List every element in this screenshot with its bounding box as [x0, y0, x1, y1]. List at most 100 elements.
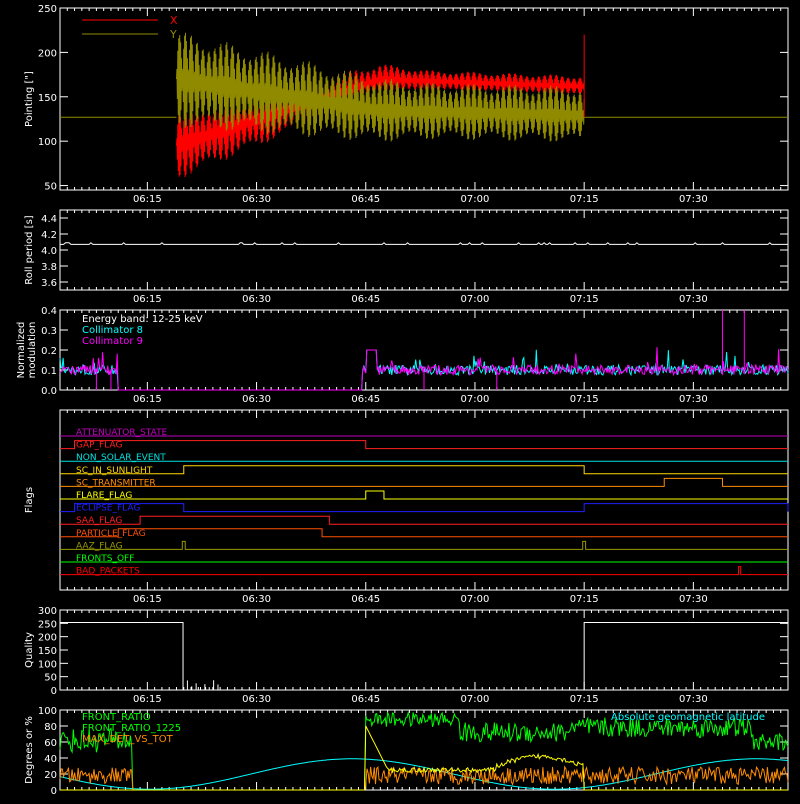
flag-label: FLARE_FLAG — [76, 491, 132, 501]
y-tick-label: 150 — [38, 646, 57, 657]
y-tick-label: 0 — [51, 686, 57, 697]
x-tick-label: 06:30 — [242, 594, 271, 605]
y-tick-label: 100 — [38, 706, 57, 717]
x-tick-label: 06:15 — [133, 694, 162, 705]
x-tick-label: 06:15 — [133, 294, 162, 305]
y-axis-label: Roll period [s] — [24, 215, 35, 284]
y-tick-label: 80 — [44, 722, 57, 733]
x-tick-label: 07:15 — [570, 694, 599, 705]
flag-line — [60, 503, 789, 513]
y-tick-label: 200 — [38, 48, 57, 59]
legend-label: Collimator 8 — [82, 325, 143, 336]
flag-line — [60, 566, 788, 576]
y-axis-label: Flags — [24, 487, 35, 513]
flag-label: NON_SOLAR_EVENT — [76, 453, 166, 463]
y-tick-label: 0.4 — [41, 306, 57, 317]
series-roll-period — [60, 242, 788, 245]
legend-label: MAX_DET_VS_TOT — [82, 734, 174, 745]
series-front-ratio-1225 — [60, 725, 788, 791]
x-tick-label: 07:30 — [679, 594, 708, 605]
x-tick-label: 06:45 — [351, 294, 380, 305]
y-axis-label: Pointing ["] — [24, 71, 35, 127]
x-tick-label: 07:15 — [570, 294, 599, 305]
flag-line — [60, 477, 788, 487]
flag-label: SAA_FLAG — [76, 516, 122, 526]
flag-label: BAD_PACKETS — [76, 567, 140, 577]
flag-line — [60, 440, 788, 450]
x-tick-label: 06:30 — [242, 194, 271, 205]
x-tick-label: 07:30 — [679, 694, 708, 705]
y-tick-label: 250 — [38, 4, 57, 15]
y-tick-label: 4.4 — [41, 214, 57, 225]
series-collimator-9 — [59, 347, 789, 391]
x-tick-label: 06:30 — [242, 294, 271, 305]
y-tick-label: 0.3 — [41, 326, 57, 337]
x-tick-label: 07:30 — [679, 194, 708, 205]
y-tick-label: 4.0 — [41, 246, 57, 257]
x-tick-label: 07:15 — [570, 594, 599, 605]
x-tick-label: 06:15 — [133, 194, 162, 205]
flag-line — [60, 490, 788, 500]
y-tick-label: 50 — [44, 673, 57, 684]
y-tick-label: 0.0 — [41, 386, 57, 397]
y-tick-label: 4.2 — [41, 230, 57, 241]
y-tick-label: 0.2 — [41, 346, 57, 357]
x-tick-label: 06:15 — [133, 594, 162, 605]
flag-line — [60, 465, 788, 475]
flag-label: ATTENUATOR_STATE — [76, 428, 168, 438]
y-axis-label: Degrees or % — [24, 716, 35, 784]
flag-label: FRONTS_OFF — [76, 554, 134, 564]
annotation-label: Absolute geomagnetic latitude — [611, 712, 765, 723]
y-tick-label: 100 — [38, 659, 57, 670]
x-tick-label: 07:00 — [461, 294, 490, 305]
series-y — [176, 32, 585, 142]
legend-label: X — [170, 14, 178, 27]
y-tick-label: 0 — [51, 786, 57, 797]
flag-label: PARTICLE_FLAG — [76, 529, 146, 539]
flag-line — [60, 528, 788, 538]
series-quality — [60, 622, 788, 691]
x-tick-label: 07:00 — [461, 194, 490, 205]
x-tick-label: 07:00 — [461, 394, 490, 405]
y-tick-label: 250 — [38, 619, 57, 630]
panel-3: 06:15 06:30 06:45 07:00 07:15 07:30 0.0 0.1 0.2 0… — [16, 306, 789, 405]
flag-line — [60, 515, 788, 525]
panel-1: 06:15 06:30 06:45 07:00 07:15 07:30 50 100 150 20… — [24, 4, 789, 205]
y-tick-label: 300 — [38, 606, 57, 617]
y-tick-label: 3.6 — [41, 278, 57, 289]
x-tick-label: 06:15 — [133, 394, 162, 405]
x-tick-label: 06:30 — [242, 394, 271, 405]
y-tick-label: 3.8 — [41, 262, 57, 273]
y-tick-label: 40 — [44, 754, 57, 765]
y-tick-label: 60 — [44, 738, 57, 749]
flag-label: ECLIPSE_FLAG — [76, 504, 140, 514]
legend-label: Y — [169, 28, 177, 41]
y-axis-label: modulation — [27, 322, 38, 379]
x-tick-label: 07:00 — [461, 594, 490, 605]
legend-label: Collimator 9 — [82, 336, 143, 347]
panel-5: 06:15 06:30 06:45 07:00 07:15 07:30 0 50 100 150 2… — [24, 606, 789, 705]
y-axis-label: Normalized — [16, 322, 27, 379]
flag-label: SC_TRANSMITTER — [76, 478, 156, 488]
x-tick-label: 07:15 — [570, 394, 599, 405]
x-tick-label: 07:30 — [679, 294, 708, 305]
x-tick-label: 06:45 — [351, 594, 380, 605]
x-tick-label: 07:00 — [461, 694, 490, 705]
flag-label: AAZ_FLAG — [76, 541, 123, 551]
y-tick-label: 200 — [38, 633, 57, 644]
y-tick-label: 50 — [44, 182, 57, 193]
y-tick-label: 100 — [38, 137, 57, 148]
flag-label: SC_IN_SUNLIGHT — [76, 466, 153, 476]
legend-label: FRONT_RATIO_1225 — [82, 723, 181, 734]
x-tick-label: 06:30 — [242, 694, 271, 705]
y-tick-label: 0.1 — [41, 366, 57, 377]
x-tick-label: 07:30 — [679, 394, 708, 405]
x-tick-label: 07:15 — [570, 194, 599, 205]
flag-label: GAP_FLAG — [76, 441, 122, 451]
y-tick-label: 150 — [38, 93, 57, 104]
panel-4: 06:15 06:30 06:45 07:00 07:15 07:30 Flags ATTEN… — [24, 409, 789, 605]
y-axis-label: Quality — [24, 632, 35, 668]
